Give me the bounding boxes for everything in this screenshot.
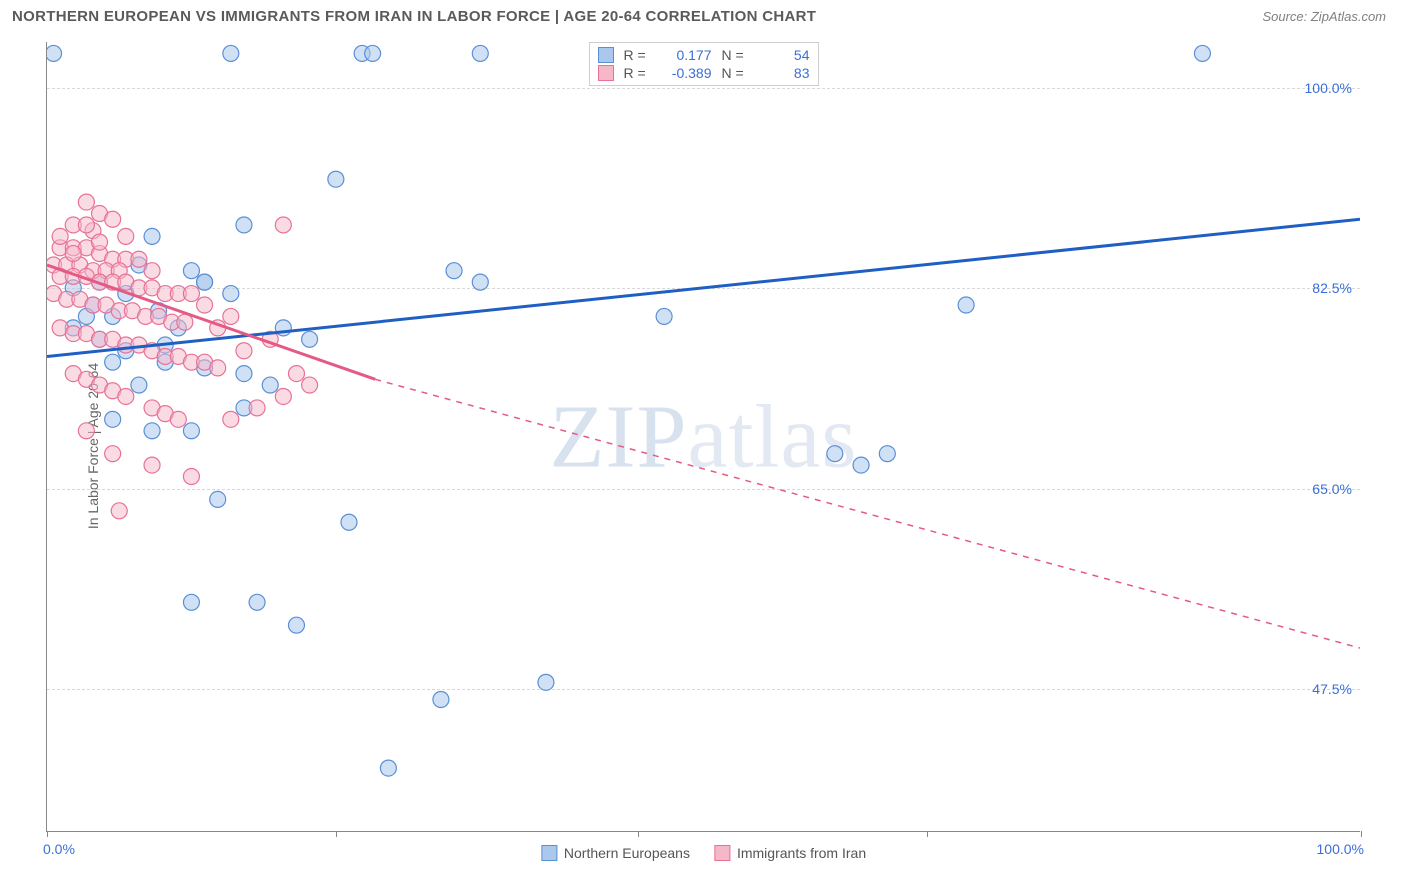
swatch-blue bbox=[541, 845, 557, 861]
n-label: N = bbox=[722, 47, 750, 63]
correlation-legend: R = 0.177 N = 54 R = -0.389 N = 83 bbox=[589, 42, 819, 86]
r-label: R = bbox=[624, 47, 652, 63]
legend-row-blue: R = 0.177 N = 54 bbox=[598, 46, 810, 64]
swatch-pink bbox=[598, 65, 614, 81]
legend-row-pink: R = -0.389 N = 83 bbox=[598, 64, 810, 82]
series-name-pink: Immigrants from Iran bbox=[737, 845, 866, 861]
n-value-blue: 54 bbox=[760, 47, 810, 63]
x-tick bbox=[47, 831, 48, 837]
series-legend: Northern Europeans Immigrants from Iran bbox=[541, 845, 866, 861]
r-value-blue: 0.177 bbox=[662, 47, 712, 63]
r-label: R = bbox=[624, 65, 652, 81]
chart-plot-area: ZIPatlas R = 0.177 N = 54 R = -0.389 N =… bbox=[46, 42, 1360, 832]
x-tick bbox=[927, 831, 928, 837]
swatch-blue bbox=[598, 47, 614, 63]
x-tick bbox=[638, 831, 639, 837]
x-tick bbox=[1361, 831, 1362, 837]
legend-item-blue: Northern Europeans bbox=[541, 845, 690, 861]
n-label: N = bbox=[722, 65, 750, 81]
chart-title: NORTHERN EUROPEAN VS IMMIGRANTS FROM IRA… bbox=[12, 8, 816, 25]
x-axis-start-label: 0.0% bbox=[43, 841, 75, 857]
swatch-pink bbox=[714, 845, 730, 861]
x-axis-end-label: 100.0% bbox=[1317, 841, 1364, 857]
source-attribution: Source: ZipAtlas.com bbox=[1262, 9, 1386, 24]
n-value-pink: 83 bbox=[760, 65, 810, 81]
scatter-plot-svg bbox=[47, 42, 1360, 831]
legend-item-pink: Immigrants from Iran bbox=[714, 845, 866, 861]
r-value-pink: -0.389 bbox=[662, 65, 712, 81]
series-name-blue: Northern Europeans bbox=[564, 845, 690, 861]
x-tick bbox=[336, 831, 337, 837]
